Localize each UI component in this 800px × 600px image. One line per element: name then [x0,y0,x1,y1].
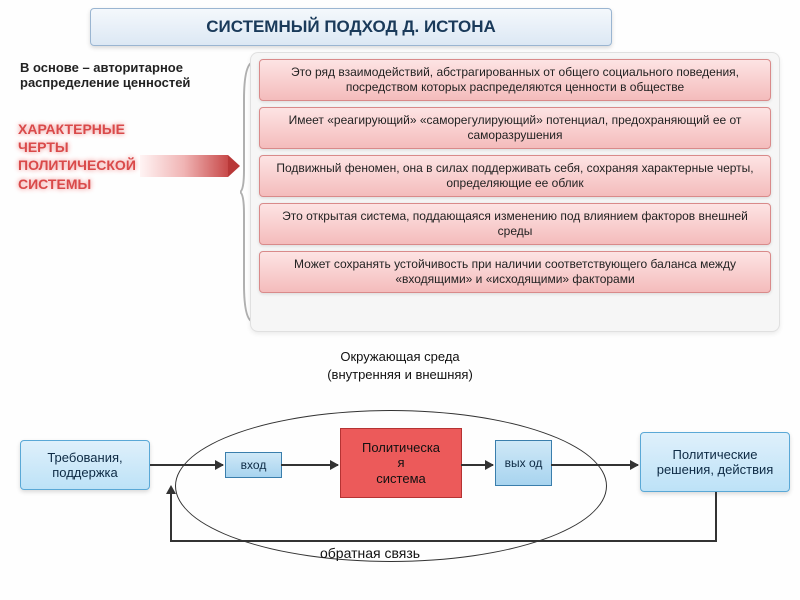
feedback-arrow-icon [170,493,172,542]
system-l3: система [376,471,425,487]
feature-box: Это ряд взаимодействий, абстрагированных… [259,59,771,101]
feature-box: Имеет «реагирующий» «саморегулирующий» п… [259,107,771,149]
arrow-icon [150,464,223,466]
node-output: вых од [495,440,552,486]
environment-label: Окружающая среда (внутренняя и внешняя) [280,348,520,384]
arrow-icon [281,464,338,466]
feature-box: Это открытая система, поддающаяся измене… [259,203,771,245]
feedback-line [170,540,717,542]
features-panel: Это ряд взаимодействий, абстрагированных… [250,52,780,332]
sidebar-features-label: ХАРАКТЕРНЫЕ ЧЕРТЫ ПОЛИТИЧЕСКОЙ СИСТЕМЫ [18,120,138,193]
feature-box: Может сохранять устойчивость при наличии… [259,251,771,293]
arrow-icon [461,464,493,466]
node-political-system: Политическа я система [340,428,462,498]
system-l2: я [397,455,404,471]
sidebar-premise-text: В основе – авторитарное распределение це… [20,60,265,90]
node-requirements-support: Требования, поддержка [20,440,150,490]
arrow-icon [551,464,638,466]
env-line1: Окружающая среда [340,349,459,364]
node-political-decisions: Политические решения, действия [640,432,790,492]
env-line2: (внутренняя и внешняя) [327,367,473,382]
feedback-label: обратная связь [320,545,420,561]
gradient-arrow-icon [140,155,240,177]
node-input: вход [225,452,282,478]
page-title: СИСТЕМНЫЙ ПОДХОД Д. ИСТОНА [90,8,612,46]
feedback-line [715,492,717,542]
feature-box: Подвижный феномен, она в силах поддержив… [259,155,771,197]
system-l1: Политическа [362,440,440,456]
